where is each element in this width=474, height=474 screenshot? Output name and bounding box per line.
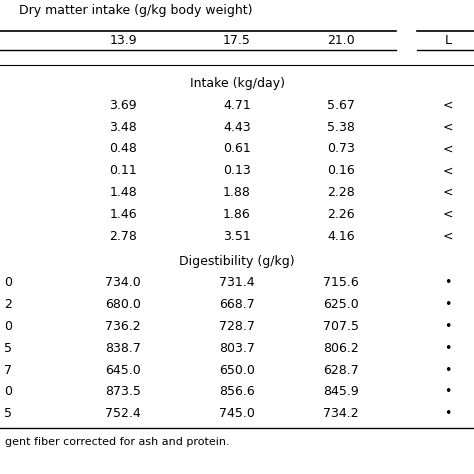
Text: <: < [443, 186, 453, 199]
Text: 728.7: 728.7 [219, 320, 255, 333]
Text: 3.51: 3.51 [223, 229, 251, 243]
Text: 715.6: 715.6 [323, 276, 359, 290]
Text: •: • [444, 320, 452, 333]
Text: <: < [443, 99, 453, 112]
Text: 5.67: 5.67 [328, 99, 355, 112]
Text: •: • [444, 298, 452, 311]
Text: 0.48: 0.48 [109, 142, 137, 155]
Text: 21.0: 21.0 [328, 34, 355, 47]
Text: 856.6: 856.6 [219, 385, 255, 399]
Text: 668.7: 668.7 [219, 298, 255, 311]
Text: 680.0: 680.0 [105, 298, 141, 311]
Text: <: < [443, 208, 453, 221]
Text: 4.16: 4.16 [328, 229, 355, 243]
Text: 0.13: 0.13 [223, 164, 251, 177]
Text: 2.78: 2.78 [109, 229, 137, 243]
Text: 625.0: 625.0 [323, 298, 359, 311]
Text: 628.7: 628.7 [323, 364, 359, 377]
Text: 2.28: 2.28 [328, 186, 355, 199]
Text: 806.2: 806.2 [323, 342, 359, 355]
Text: 845.9: 845.9 [323, 385, 359, 399]
Text: <: < [443, 164, 453, 177]
Text: 0.73: 0.73 [328, 142, 355, 155]
Text: 0: 0 [4, 276, 12, 290]
Text: 873.5: 873.5 [105, 385, 141, 399]
Text: 1.48: 1.48 [109, 186, 137, 199]
Text: 707.5: 707.5 [323, 320, 359, 333]
Text: 838.7: 838.7 [105, 342, 141, 355]
Text: 0.11: 0.11 [109, 164, 137, 177]
Text: 5.38: 5.38 [328, 120, 355, 134]
Text: 0.61: 0.61 [223, 142, 251, 155]
Text: •: • [444, 276, 452, 290]
Text: 1.46: 1.46 [109, 208, 137, 221]
Text: 4.71: 4.71 [223, 99, 251, 112]
Text: 650.0: 650.0 [219, 364, 255, 377]
Text: •: • [444, 407, 452, 420]
Text: <: < [443, 229, 453, 243]
Text: 4.43: 4.43 [223, 120, 251, 134]
Text: 803.7: 803.7 [219, 342, 255, 355]
Text: 0: 0 [4, 385, 12, 399]
Text: 5: 5 [4, 407, 12, 420]
Text: 2: 2 [4, 298, 12, 311]
Text: <: < [443, 120, 453, 134]
Text: 3.48: 3.48 [109, 120, 137, 134]
Text: •: • [444, 385, 452, 399]
Text: L: L [445, 34, 451, 47]
Text: 7: 7 [4, 364, 12, 377]
Text: Digestibility (g/kg): Digestibility (g/kg) [179, 255, 295, 268]
Text: 3.69: 3.69 [109, 99, 137, 112]
Text: 13.9: 13.9 [109, 34, 137, 47]
Text: 736.2: 736.2 [105, 320, 141, 333]
Text: •: • [444, 364, 452, 377]
Text: Intake (kg/day): Intake (kg/day) [190, 77, 284, 90]
Text: <: < [443, 142, 453, 155]
Text: 752.4: 752.4 [105, 407, 141, 420]
Text: 1.88: 1.88 [223, 186, 251, 199]
Text: 645.0: 645.0 [105, 364, 141, 377]
Text: 5: 5 [4, 342, 12, 355]
Text: 734.0: 734.0 [105, 276, 141, 290]
Text: 731.4: 731.4 [219, 276, 255, 290]
Text: •: • [444, 342, 452, 355]
Text: 17.5: 17.5 [223, 34, 251, 47]
Text: 734.2: 734.2 [323, 407, 359, 420]
Text: 2.26: 2.26 [328, 208, 355, 221]
Text: gent fiber corrected for ash and protein.: gent fiber corrected for ash and protein… [5, 437, 229, 447]
Text: 1.86: 1.86 [223, 208, 251, 221]
Text: Dry matter intake (g/kg body weight): Dry matter intake (g/kg body weight) [19, 4, 253, 17]
Text: 745.0: 745.0 [219, 407, 255, 420]
Text: 0: 0 [4, 320, 12, 333]
Text: 0.16: 0.16 [328, 164, 355, 177]
